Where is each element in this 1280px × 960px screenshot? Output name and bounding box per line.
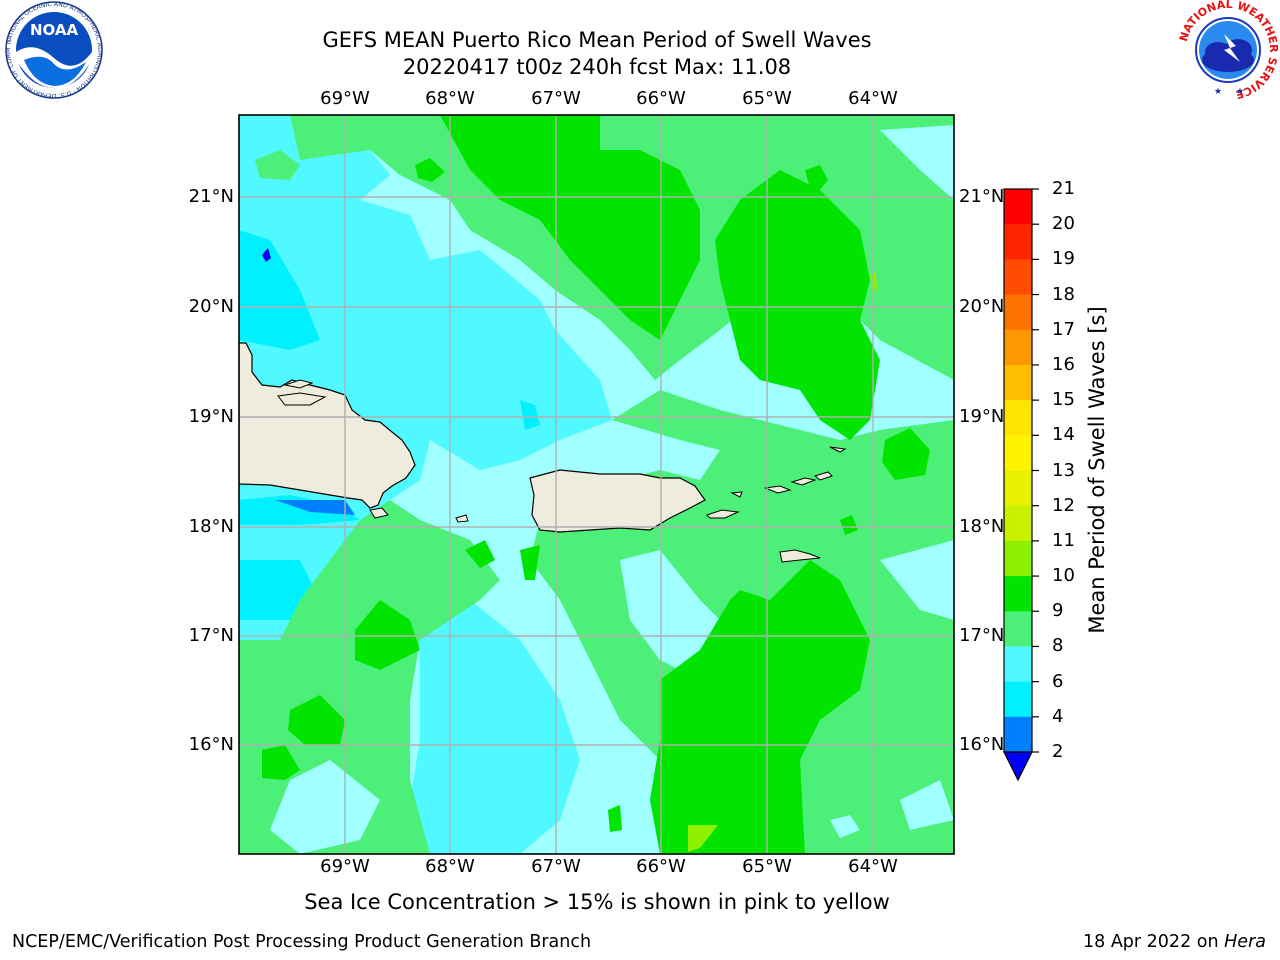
lon-label-top: 68°W [425,88,475,109]
colorbar-tick-label: 11 [1052,529,1075,551]
lat-label-right: 17°N [959,625,1005,646]
lon-label-bottom: 68°W [425,856,475,877]
colorbar-segment [1004,576,1032,612]
lat-label-right: 18°N [959,516,1005,537]
lon-label-bottom: 64°W [848,856,898,877]
map-frame [238,114,955,855]
colorbar-segment [1004,189,1032,225]
colorbar-segment [1004,716,1032,753]
noaa-logo-text: NOAA [30,21,79,39]
colorbar-tick-label: 21 [1052,178,1075,199]
map-title: GEFS MEAN Puerto Rico Mean Period of Swe… [322,28,872,52]
lon-label-bottom: 67°W [531,856,581,877]
lon-label-bottom: 66°W [636,856,686,877]
colorbar [1003,188,1039,782]
colorbar-tick-label: 6 [1052,670,1064,692]
map-subtitle: 20220417 t00z 240h fcst Max: 11.08 [402,55,792,79]
colorbar-tick-label: 14 [1052,424,1075,446]
colorbar-segment [1004,294,1032,331]
sea-ice-note: Sea Ice Concentration > 15% is shown in … [304,890,890,914]
lon-label-top: 69°W [320,88,370,109]
lat-label-right: 21°N [959,186,1005,207]
colorbar-tick-label: 15 [1052,389,1075,411]
lat-label-right: 16°N [959,734,1005,755]
colorbar-tick-label: 13 [1052,459,1075,481]
colorbar-segment [1004,400,1032,436]
lon-label-bottom: 65°W [742,856,792,877]
lat-label-left: 18°N [188,516,234,537]
colorbar-tick-label: 17 [1052,318,1075,340]
colorbar-tick-label: 2 [1052,741,1064,762]
lat-label-left: 17°N [188,625,234,646]
colorbar-segment [1004,681,1032,718]
footer-credit: NCEP/EMC/Verification Post Processing Pr… [12,932,592,952]
lon-label-top: 66°W [636,88,686,109]
colorbar-tick-label: 9 [1052,600,1064,622]
colorbar-segment [1004,505,1032,542]
colorbar-segment [1004,259,1032,296]
lat-label-right: 20°N [959,296,1005,317]
nws-logo: NATIONAL WEATHER SERVICE ★ ★ [1176,0,1280,101]
colorbar-tick-label: 20 [1052,213,1075,235]
colorbar-label: Mean Period of Swell Waves [s] [1085,306,1109,634]
colorbar-segment [1004,470,1032,507]
footer-date: 18 Apr 2022 on Hera [1083,932,1266,952]
noaa-logo: NATIONAL OCEANIC AND ATMOSPHERIC ADMINIS… [2,0,104,100]
svg-text:★: ★ [1214,87,1222,97]
colorbar-extend-arrow [1003,751,1033,782]
lat-label-left: 21°N [188,186,234,207]
colorbar-tick-label: 16 [1052,353,1075,375]
lon-label-bottom: 69°W [320,856,370,877]
colorbar-tick-label: 12 [1052,494,1075,516]
colorbar-tick-label: 10 [1052,565,1075,587]
footer-date-text: 18 Apr 2022 on [1083,932,1225,952]
lat-label-left: 19°N [188,406,234,427]
lon-label-top: 65°W [742,88,792,109]
lat-label-left: 20°N [188,296,234,317]
colorbar-segment [1004,224,1032,260]
colorbar-tick-label: 18 [1052,283,1075,305]
colorbar-segment [1004,364,1032,401]
lon-label-top: 64°W [848,88,898,109]
svg-text:★: ★ [1236,87,1244,97]
colorbar-tick-label: 4 [1052,705,1064,727]
lat-label-left: 16°N [188,734,234,755]
map-gridlines [239,115,954,854]
colorbar-tick-label: 19 [1052,248,1075,270]
colorbar-tick-label: 8 [1052,635,1064,657]
colorbar-segment [1004,435,1032,471]
colorbar-segment [1004,646,1032,683]
colorbar-segment [1004,540,1032,577]
lon-label-top: 67°W [531,88,581,109]
footer-host: Hera [1224,932,1266,952]
contour-layer [239,115,954,854]
lat-label-right: 19°N [959,406,1005,427]
colorbar-segment [1004,329,1032,366]
colorbar-segment [1004,611,1032,647]
